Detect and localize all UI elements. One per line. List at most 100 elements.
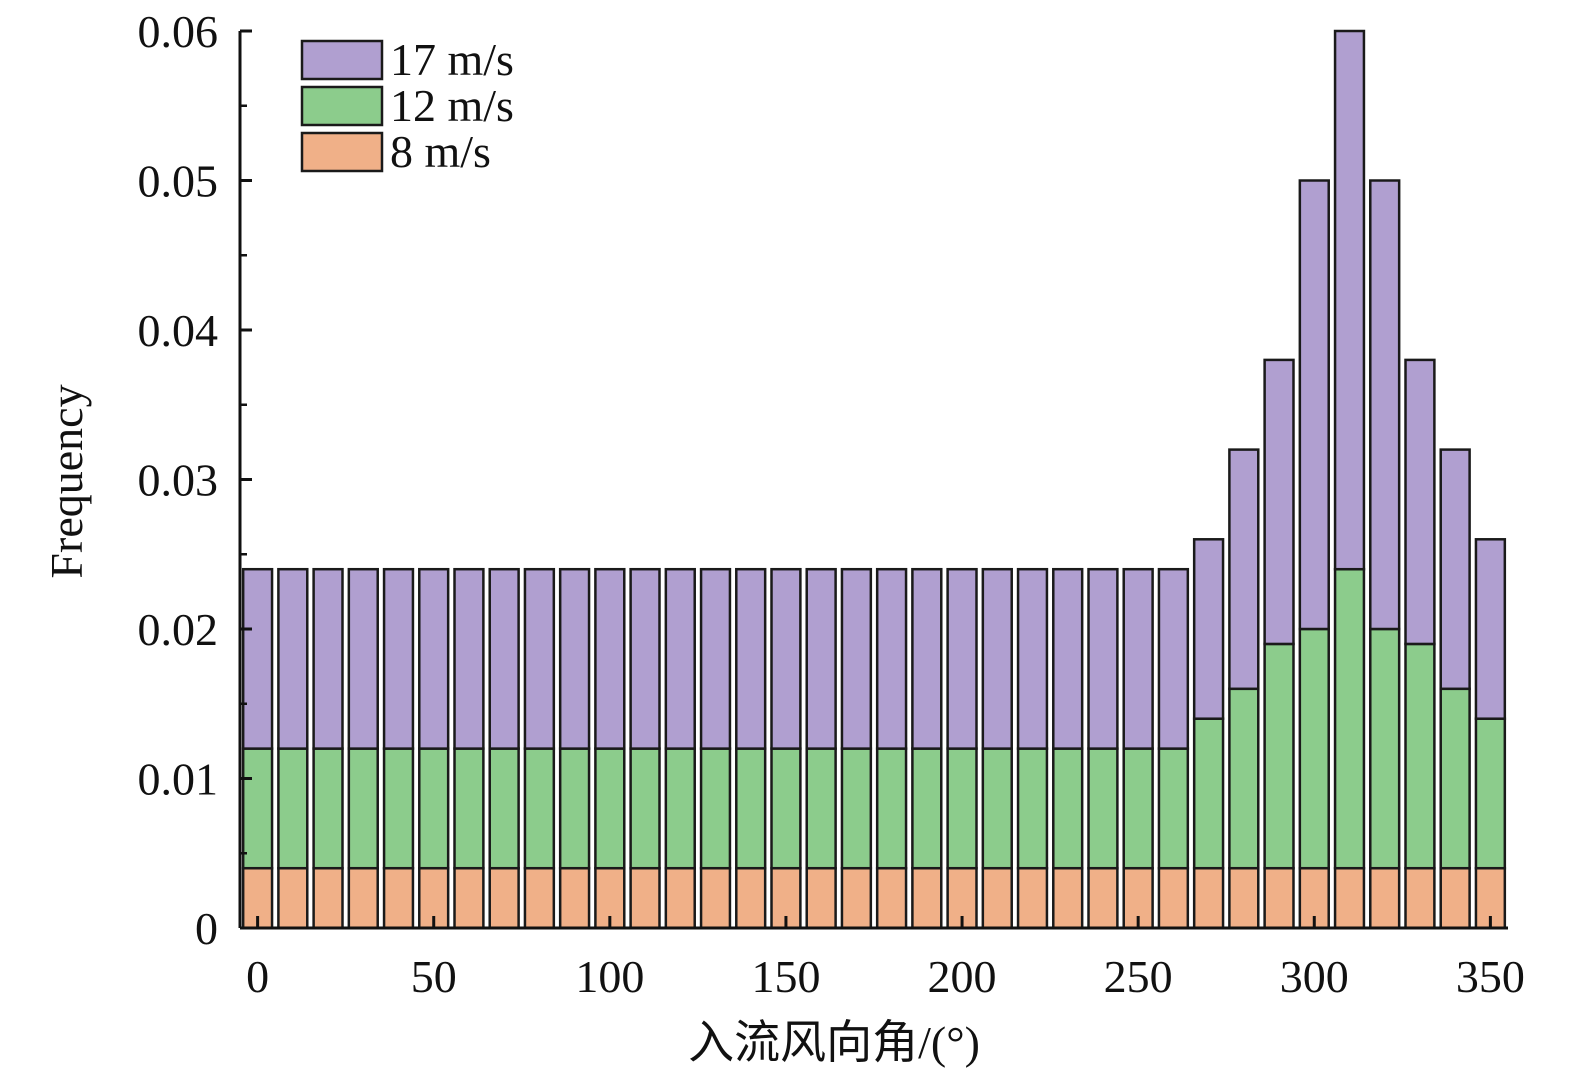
bar-segment xyxy=(805,866,837,930)
bar-segment xyxy=(840,567,873,750)
ticks-layer: 0 0.01 0.02 0.03 0.04 0.05 0.06 0 50 100 150 200 250… xyxy=(138,6,1525,1002)
bar-segment xyxy=(382,567,415,750)
bar-segment xyxy=(875,567,908,750)
bar-segment xyxy=(382,866,415,930)
bar-segment xyxy=(1369,866,1401,930)
bar-segment xyxy=(1439,687,1471,870)
bar-segment xyxy=(946,567,978,750)
bar-segment xyxy=(1016,747,1049,870)
bar-segment xyxy=(1157,866,1190,930)
bar-segment xyxy=(840,747,873,870)
bar-segment xyxy=(911,866,943,930)
legend-swatch xyxy=(300,39,384,81)
bar-segment xyxy=(418,567,450,750)
bar-segment xyxy=(1087,747,1119,870)
bars-layer xyxy=(241,29,1507,930)
bar-segment xyxy=(558,747,591,870)
x-axis-title: 入流风向角/(°) xyxy=(688,1017,980,1068)
bar-segment xyxy=(875,747,908,870)
x-tick-label: 200 xyxy=(928,951,997,1002)
bar-segment xyxy=(1157,747,1190,870)
bar-segment xyxy=(347,866,379,930)
bar-segment xyxy=(1298,179,1330,631)
bar-segment xyxy=(981,866,1013,930)
y-tick-label: 0.04 xyxy=(138,305,219,356)
bar-segment xyxy=(1122,567,1154,750)
bar-segment xyxy=(1192,866,1225,930)
bar-segment xyxy=(1333,29,1366,571)
bar-segment xyxy=(629,567,661,750)
bar-segment xyxy=(770,747,802,870)
bar-segment xyxy=(699,747,732,870)
bar-segment xyxy=(241,567,274,750)
bar-segment xyxy=(1474,538,1507,720)
bar-segment xyxy=(488,747,520,870)
bar-segment xyxy=(981,747,1013,870)
bar-segment xyxy=(1192,538,1225,720)
bar-segment xyxy=(1333,866,1366,930)
bar-segment xyxy=(664,747,696,870)
bar-segment xyxy=(981,567,1013,750)
bar-segment xyxy=(523,747,556,870)
bar-segment xyxy=(1157,567,1190,750)
y-tick-label: 0.05 xyxy=(138,156,219,207)
y-axis-title: Frequency xyxy=(41,384,92,578)
bar-segment xyxy=(1404,642,1436,870)
bar-segment xyxy=(488,866,520,930)
bar-segment xyxy=(1087,567,1119,750)
bar-segment xyxy=(594,747,626,870)
bar-segment xyxy=(277,567,309,750)
bar-segment xyxy=(1439,448,1471,691)
legend-swatch xyxy=(300,85,384,127)
x-tick-label: 50 xyxy=(411,951,457,1002)
bar-segment xyxy=(453,747,485,870)
x-tick-label: 100 xyxy=(575,951,644,1002)
bar-segment xyxy=(1192,717,1225,870)
legend-label: 8 m/s xyxy=(390,126,491,177)
bar-segment xyxy=(1122,747,1154,870)
bar-segment xyxy=(594,567,626,750)
bar-segment xyxy=(453,567,485,750)
bar-segment xyxy=(664,866,696,930)
bar-segment xyxy=(347,567,379,750)
bar-segment xyxy=(805,567,837,750)
bar-segment xyxy=(1263,358,1295,646)
bar-segment xyxy=(911,567,943,750)
bar-segment xyxy=(347,747,379,870)
bar-segment xyxy=(840,866,873,930)
bar-segment xyxy=(1474,717,1507,870)
bar-segment xyxy=(1369,179,1401,631)
bar-segment xyxy=(312,866,344,930)
bar-segment xyxy=(241,747,274,870)
bar-segment xyxy=(1333,567,1366,870)
bar-segment xyxy=(523,567,556,750)
y-tick-label: 0.06 xyxy=(138,6,219,57)
bar-segment xyxy=(1087,866,1119,930)
legend: 17 m/s12 m/s8 m/s xyxy=(300,34,514,177)
bar-segment xyxy=(382,747,415,870)
bar-segment xyxy=(1263,866,1295,930)
bar-segment xyxy=(1228,866,1260,930)
bar-segment xyxy=(488,567,520,750)
x-tick-label: 0 xyxy=(246,951,269,1002)
bar-segment xyxy=(1298,627,1330,870)
bar-segment xyxy=(1439,866,1471,930)
bar-segment xyxy=(875,866,908,930)
bar-segment xyxy=(277,866,309,930)
bar-segment xyxy=(1052,866,1084,930)
bar-segment xyxy=(629,866,661,930)
bar-segment xyxy=(1404,866,1436,930)
bar-segment xyxy=(1016,866,1049,930)
y-tick-label: 0 xyxy=(195,903,218,954)
bar-segment xyxy=(453,866,485,930)
bar-segment xyxy=(1228,448,1260,691)
bar-segment xyxy=(418,747,450,870)
legend-swatch xyxy=(300,131,384,173)
bar-segment xyxy=(735,567,767,750)
bar-segment xyxy=(1052,567,1084,750)
bar-segment xyxy=(1052,747,1084,870)
x-tick-label: 250 xyxy=(1104,951,1173,1002)
bar-segment xyxy=(1016,567,1049,750)
bar-segment xyxy=(558,866,591,930)
